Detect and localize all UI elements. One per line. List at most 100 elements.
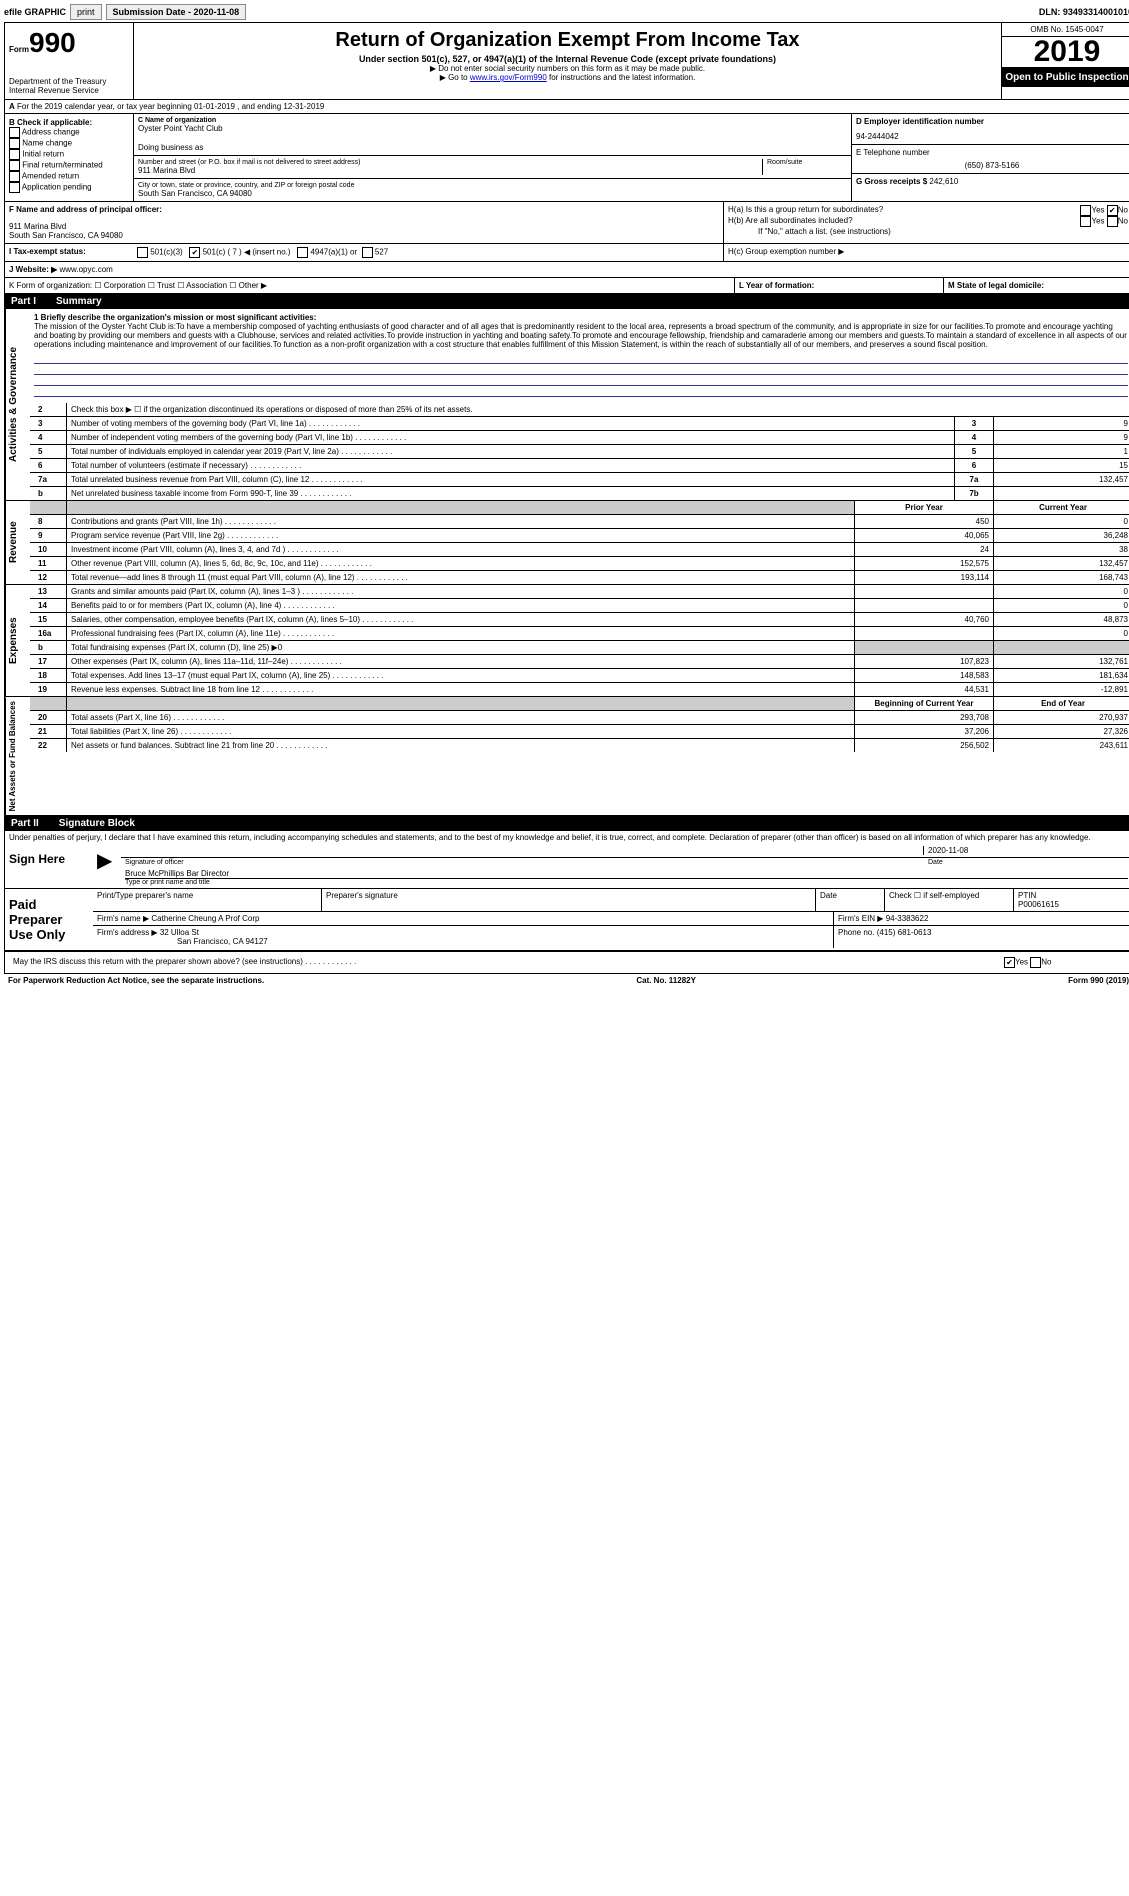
table-header: Beginning of Current YearEnd of Year [30, 697, 1129, 711]
discuss-yes[interactable] [1004, 957, 1015, 968]
phone-value: (650) 873-5166 [856, 161, 1128, 170]
footer-mid: Cat. No. 11282Y [636, 976, 696, 985]
table-row: 22Net assets or fund balances. Subtract … [30, 739, 1129, 753]
table-header: Prior YearCurrent Year [30, 501, 1129, 515]
ptin-label: PTIN [1018, 891, 1128, 900]
website-url: www.opyc.com [59, 265, 112, 274]
check-name-change[interactable]: Name change [9, 138, 129, 149]
sig-officer-label: Signature of officer [121, 858, 924, 867]
firm-addr-label: Firm's address ▶ [97, 928, 158, 937]
ha-value: Yes No [1080, 205, 1128, 216]
c-label: C Name of organization [138, 117, 847, 124]
org-addr: 911 Marina Blvd [138, 166, 762, 175]
firm-ein-label: Firm's EIN ▶ [838, 914, 883, 923]
officer-addr1: 911 Marina Blvd [9, 222, 719, 231]
prep-sig-label: Preparer's signature [322, 889, 816, 911]
ein-value: 94-2444042 [856, 132, 1128, 141]
table-row: 21Total liabilities (Part X, line 26)37,… [30, 725, 1129, 739]
table-row: 7aTotal unrelated business revenue from … [30, 473, 1129, 487]
m-label: M State of legal domicile: [943, 278, 1129, 293]
firm-name-label: Firm's name ▶ [97, 914, 149, 923]
table-row: 20Total assets (Part X, line 16)293,7082… [30, 711, 1129, 725]
table-row: 14Benefits paid to or for members (Part … [30, 599, 1129, 613]
submission-date-button[interactable]: Submission Date - 2020-11-08 [106, 4, 247, 20]
ptin-value: P00061615 [1018, 900, 1128, 909]
check-501c[interactable] [189, 247, 200, 258]
part1-title: Summary [56, 296, 102, 307]
goto-post: for instructions and the latest informat… [547, 73, 696, 82]
table-row: 9Program service revenue (Part VIII, lin… [30, 529, 1129, 543]
firm-ein: 94-3383622 [886, 914, 929, 923]
d-label: D Employer identification number [856, 117, 1128, 126]
sig-date-label: Date [924, 858, 1129, 867]
open-inspection: Open to Public Inspection [1002, 68, 1129, 87]
penalties-text: Under penalties of perjury, I declare th… [5, 831, 1129, 844]
table-row: 12Total revenue—add lines 8 through 11 (… [30, 571, 1129, 585]
irs-link[interactable]: www.irs.gov/Form990 [470, 73, 547, 82]
table-row: bNet unrelated business taxable income f… [30, 487, 1129, 501]
type-name-label: Type or print name and title [125, 878, 1128, 886]
check-4947[interactable] [297, 247, 308, 258]
e-label: E Telephone number [856, 148, 1128, 157]
check-final-return[interactable]: Final return/terminated [9, 160, 129, 171]
prep-date-label: Date [816, 889, 885, 911]
section-revenue: Revenue [5, 501, 30, 584]
table-row: bTotal fundraising expenses (Part IX, co… [30, 641, 1129, 655]
check-amended[interactable]: Amended return [9, 171, 129, 182]
part1-label: Part I [11, 296, 36, 307]
prep-phone-label: Phone no. [838, 928, 874, 937]
efile-label: efile GRAPHIC [4, 7, 66, 17]
sig-date-value: 2020-11-08 [923, 846, 1128, 855]
discuss-no[interactable] [1030, 957, 1041, 968]
goto-pre: ▶ Go to [440, 73, 470, 82]
addr-label: Number and street (or P.O. box if mail i… [138, 159, 762, 166]
table-row: 11Other revenue (Part VIII, column (A), … [30, 557, 1129, 571]
officer-name: Bruce McPhillips Bar Director [125, 869, 1128, 878]
dept-label: Department of the Treasury Internal Reve… [9, 77, 129, 95]
i-label: I Tax-exempt status: [5, 244, 133, 261]
check-pending[interactable]: Application pending [9, 182, 129, 193]
section-net: Net Assets or Fund Balances [5, 697, 30, 815]
check-501c3[interactable] [137, 247, 148, 258]
self-employed-label: Check ☐ if self-employed [885, 889, 1014, 911]
paid-preparer-label: Paid Preparer Use Only [5, 889, 93, 950]
print-button[interactable]: print [70, 4, 102, 20]
ha-label: H(a) Is this a group return for subordin… [728, 205, 883, 216]
hc-label: H(c) Group exemption number ▶ [723, 244, 1129, 261]
table-row: 2Check this box ▶ ☐ if the organization … [30, 403, 1129, 417]
form-subtitle-2: ▶ Do not enter social security numbers o… [138, 64, 997, 73]
table-row: 16aProfessional fundraising fees (Part I… [30, 627, 1129, 641]
dln-label: DLN: 93493314001010 [1039, 7, 1129, 17]
footer-left: For Paperwork Reduction Act Notice, see … [8, 976, 264, 985]
form-label: Form [9, 45, 29, 54]
check-initial-return[interactable]: Initial return [9, 149, 129, 160]
501c-label: 501(c) ( 7 ) ◀ (insert no.) [203, 248, 291, 257]
table-row: 6Total number of volunteers (estimate if… [30, 459, 1129, 473]
section-governance: Activities & Governance [5, 309, 30, 500]
part2-title: Signature Block [59, 818, 135, 829]
org-name: Oyster Point Yacht Club [138, 124, 847, 133]
firm-addr1: 32 Ulloa St [160, 928, 199, 937]
table-row: 10Investment income (Part VIII, column (… [30, 543, 1129, 557]
check-addr-change[interactable]: Address change [9, 127, 129, 138]
officer-addr2: South San Francisco, CA 94080 [9, 231, 719, 240]
table-row: 19Revenue less expenses. Subtract line 1… [30, 683, 1129, 697]
g-label: G Gross receipts $ [856, 177, 927, 186]
city-label: City or town, state or province, country… [138, 182, 847, 189]
discuss-label: May the IRS discuss this return with the… [13, 957, 303, 966]
hb-label: H(b) Are all subordinates included? [728, 216, 853, 227]
l-label: L Year of formation: [734, 278, 943, 293]
527-label: 527 [375, 248, 388, 257]
room-label: Room/suite [767, 159, 847, 166]
table-row: 4Number of independent voting members of… [30, 431, 1129, 445]
table-row: 15Salaries, other compensation, employee… [30, 613, 1129, 627]
sign-here-label: Sign Here [5, 844, 93, 888]
check-527[interactable] [362, 247, 373, 258]
table-row: 17Other expenses (Part IX, column (A), l… [30, 655, 1129, 669]
org-city: South San Francisco, CA 94080 [138, 189, 847, 198]
501c3-label: 501(c)(3) [150, 248, 182, 257]
4947-label: 4947(a)(1) or [310, 248, 357, 257]
table-row: 5Total number of individuals employed in… [30, 445, 1129, 459]
firm-addr2: San Francisco, CA 94127 [97, 937, 268, 946]
form-title: Return of Organization Exempt From Incom… [138, 29, 997, 52]
